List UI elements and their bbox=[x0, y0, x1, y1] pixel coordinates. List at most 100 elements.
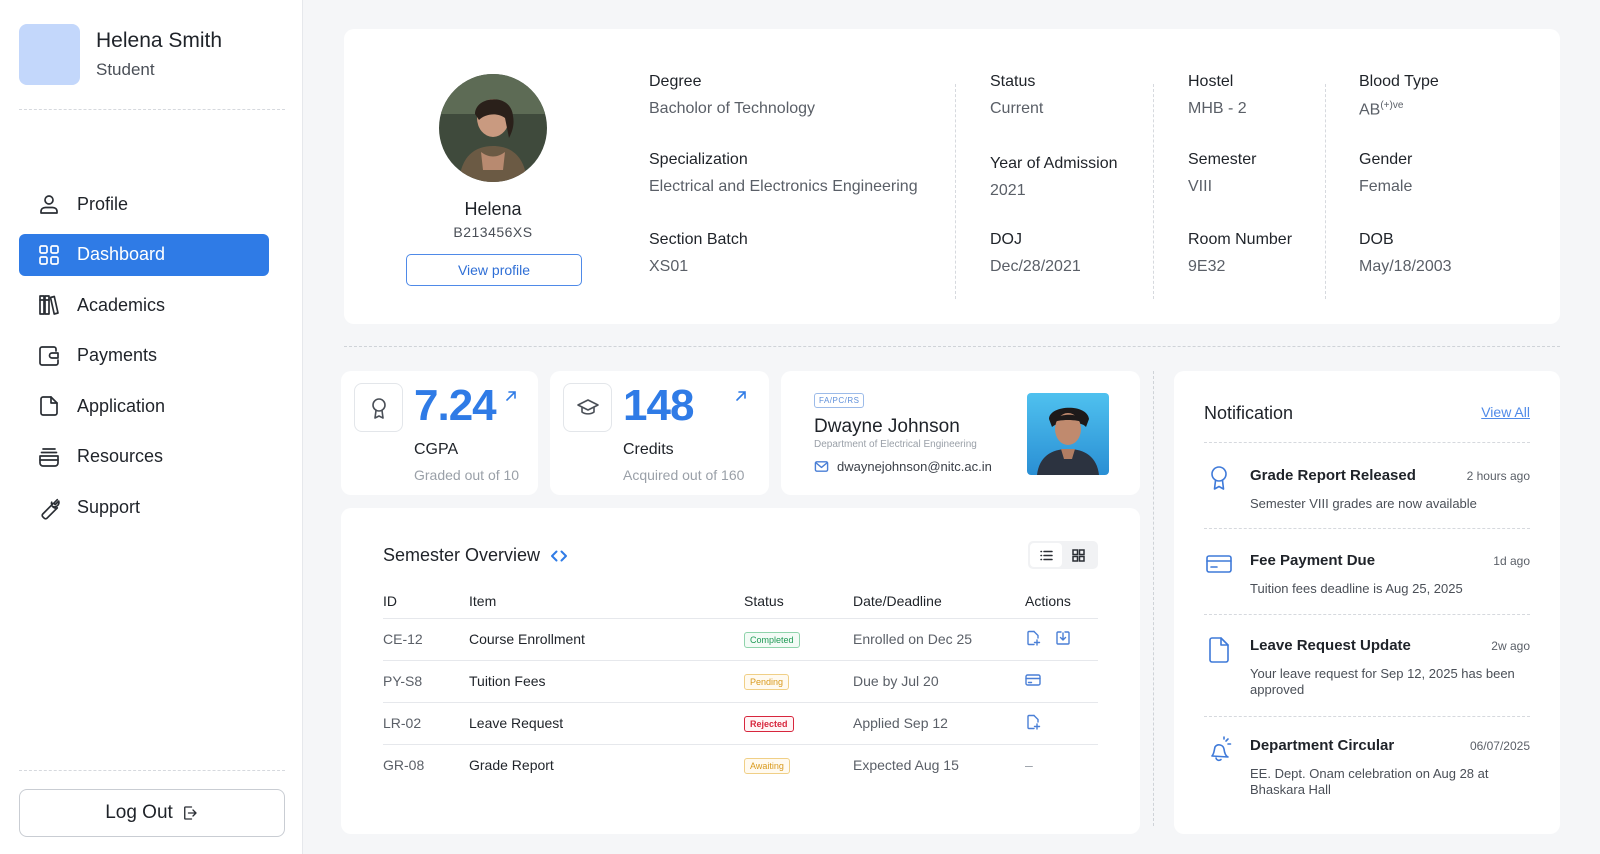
list-icon bbox=[1039, 550, 1053, 560]
field-value: Bacholor of Technology bbox=[649, 100, 816, 117]
field-value: May/18/2003 bbox=[1359, 258, 1452, 275]
advisor-email[interactable]: dwaynejohnson@nitc.ac.in bbox=[814, 459, 992, 474]
logout-button[interactable]: Log Out bbox=[19, 789, 285, 837]
grid-view-button[interactable] bbox=[1062, 543, 1094, 567]
wrench-icon bbox=[41, 498, 60, 520]
credits-label: Credits bbox=[623, 441, 674, 458]
user-name: Helena Smith bbox=[96, 29, 223, 52]
notification-item[interactable]: Fee Payment Due 1d ago Tuition fees dead… bbox=[1204, 529, 1530, 615]
sidebar-item-payments[interactable]: Payments bbox=[19, 335, 269, 377]
advisor-photo bbox=[1027, 393, 1109, 475]
field-value: 2021 bbox=[990, 182, 1026, 199]
grid-icon bbox=[39, 244, 59, 265]
code-icon[interactable] bbox=[550, 547, 568, 565]
specialization-field: Specialization Electrical and Electronic… bbox=[649, 151, 918, 196]
sidebar-item-label: Application bbox=[77, 395, 166, 416]
avatar[interactable] bbox=[19, 24, 80, 85]
profile-roll-number: B213456XS bbox=[453, 224, 533, 240]
list-view-button[interactable] bbox=[1030, 543, 1062, 567]
logout-icon bbox=[183, 806, 197, 820]
table-header-row: ID Item Status Date/Deadline Actions bbox=[383, 584, 1098, 619]
row-item: Grade Report bbox=[469, 757, 554, 774]
field-value: 9E32 bbox=[1188, 258, 1226, 275]
gender-field: Gender Female bbox=[1359, 151, 1412, 196]
view-profile-button[interactable]: View profile bbox=[406, 254, 582, 286]
file-icon bbox=[40, 396, 58, 417]
mail-icon bbox=[814, 461, 829, 472]
row-date: Applied Sep 12 bbox=[853, 702, 1025, 745]
file-plus-icon[interactable] bbox=[1025, 714, 1041, 730]
table-row[interactable]: PY-S8 Tuition Fees Pending Due by Jul 20 bbox=[383, 660, 1098, 703]
column-divider bbox=[1153, 371, 1154, 826]
status-badge: Pending bbox=[744, 674, 790, 690]
hostel-field: Hostel MHB - 2 bbox=[1188, 73, 1247, 118]
admission-field: Year of Admission 2021 bbox=[990, 155, 1117, 200]
advisor-name: Dwayne Johnson bbox=[814, 416, 960, 437]
blood-type-rh: (+)ve bbox=[1380, 100, 1404, 111]
document-icon bbox=[1209, 637, 1229, 663]
table-row[interactable]: LR-02 Leave Request Rejected Applied Sep… bbox=[383, 702, 1098, 745]
blood-type-field: Blood Type AB(+)ve bbox=[1359, 73, 1439, 119]
notification-heading: Leave Request Update bbox=[1250, 637, 1411, 654]
stat-icon-box bbox=[563, 383, 612, 432]
credit-card-icon[interactable] bbox=[1025, 672, 1041, 688]
arrow-up-right-icon[interactable] bbox=[504, 389, 518, 403]
notification-time: 2 hours ago bbox=[1466, 469, 1530, 483]
sidebar-item-label: Support bbox=[77, 497, 141, 518]
sidebar-item-support[interactable]: Support bbox=[19, 487, 269, 529]
award-icon bbox=[1211, 466, 1227, 490]
field-value: Electrical and Electronics Engineering bbox=[649, 178, 918, 195]
sidebar-item-dashboard[interactable]: Dashboard bbox=[19, 233, 269, 276]
row-item: Tuition Fees bbox=[469, 660, 744, 703]
notification-body: EE. Dept. Onam celebration on Aug 28 at … bbox=[1250, 766, 1489, 797]
field-label: Semester bbox=[1188, 151, 1257, 168]
user-role: Student bbox=[96, 60, 155, 79]
table-row[interactable]: GR-08 Grade Report Awaiting Expected Aug… bbox=[383, 744, 1098, 786]
view-all-link[interactable]: View All bbox=[1481, 404, 1530, 420]
field-label: DOB bbox=[1359, 231, 1394, 248]
column-header-id: ID bbox=[383, 584, 469, 619]
cgpa-card[interactable]: 7.24 CGPA Graded out of 10 bbox=[341, 371, 538, 495]
profile-photo bbox=[439, 74, 547, 182]
sidebar-item-academics[interactable]: Academics bbox=[19, 284, 269, 326]
notification-body: Your leave request for Sep 12, 2025 has … bbox=[1250, 666, 1515, 697]
advisor-department: Department of Electrical Engineering bbox=[814, 439, 977, 450]
portrait-image bbox=[439, 74, 547, 182]
logout-label: Log Out bbox=[105, 802, 173, 823]
table-row[interactable]: CE-12 Course Enrollment Completed Enroll… bbox=[383, 618, 1098, 661]
row-id: LR-02 bbox=[383, 702, 469, 745]
field-label: Blood Type bbox=[1359, 73, 1439, 90]
cgpa-label: CGPA bbox=[414, 441, 459, 458]
credits-sub: Acquired out of 160 bbox=[623, 467, 745, 483]
portrait-image bbox=[1027, 393, 1109, 475]
status-field: Status Current bbox=[990, 73, 1043, 118]
field-label: Specialization bbox=[649, 151, 748, 168]
notification-item[interactable]: Grade Report Released 2 hours ago Semest… bbox=[1204, 443, 1530, 529]
credits-card[interactable]: 148 Credits Acquired out of 160 bbox=[550, 371, 769, 495]
row-id: GR-08 bbox=[383, 757, 425, 774]
sidebar-item-resources[interactable]: Resources bbox=[19, 436, 269, 478]
notification-item[interactable]: Leave Request Update 2w ago Your leave r… bbox=[1204, 615, 1530, 717]
arrow-up-right-icon[interactable] bbox=[734, 389, 748, 403]
semester-overview-table: ID Item Status Date/Deadline Actions CE-… bbox=[383, 584, 1098, 786]
sidebar-item-application[interactable]: Application bbox=[19, 385, 269, 427]
field-value: VIII bbox=[1188, 178, 1213, 195]
field-label: Section Batch bbox=[649, 231, 748, 248]
semester-overview-card: Semester Overview ID Item Status Date/De… bbox=[341, 508, 1140, 834]
profile-name: Helena bbox=[464, 199, 522, 219]
divider bbox=[1325, 84, 1326, 299]
logout-section: Log Out bbox=[19, 770, 285, 837]
wallet-icon bbox=[39, 345, 59, 366]
sidebar-item-profile[interactable]: Profile bbox=[19, 183, 269, 225]
notification-time: 06/07/2025 bbox=[1469, 739, 1530, 753]
notification-time: 2w ago bbox=[1491, 639, 1530, 653]
sidebar: Helena Smith Student Profile Dashboard A… bbox=[0, 0, 303, 854]
field-value: MHB - 2 bbox=[1188, 100, 1247, 117]
download-icon[interactable] bbox=[1055, 630, 1071, 646]
file-plus-icon[interactable] bbox=[1025, 630, 1041, 646]
sidebar-item-label: Academics bbox=[77, 294, 166, 315]
row-id: CE-12 bbox=[383, 618, 469, 661]
notification-item[interactable]: Department Circular 06/07/2025 EE. Dept.… bbox=[1204, 717, 1530, 809]
field-value: Dec/28/2021 bbox=[990, 258, 1081, 275]
section-field: Section Batch XS01 bbox=[649, 231, 748, 276]
